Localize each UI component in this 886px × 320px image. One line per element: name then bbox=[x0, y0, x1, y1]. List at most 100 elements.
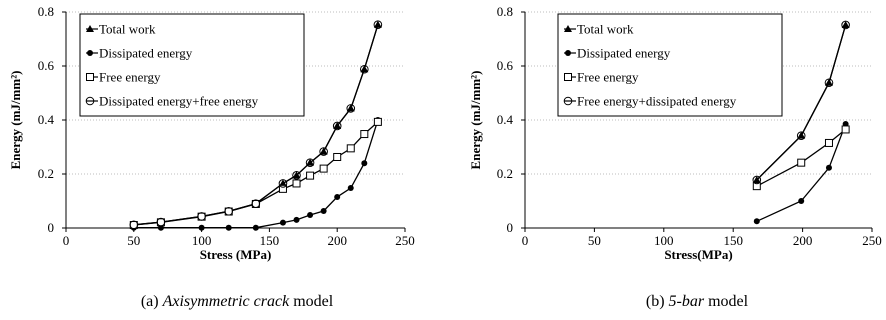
y-tick-label: 0.2 bbox=[497, 166, 513, 181]
data-point-series-4 bbox=[305, 158, 315, 167]
data-point-series-4 bbox=[360, 64, 369, 74]
data-point-series-4 bbox=[278, 179, 288, 188]
data-point-series-2 bbox=[753, 218, 760, 225]
y-tick-label: 0.8 bbox=[497, 4, 513, 19]
data-point-series-4 bbox=[796, 131, 806, 140]
chart-axisymmetric-crack: 0 50 100 150 200 250 0 0.2 0.4 0.6 0.8 Stress (MPa)… bbox=[8, 4, 415, 310]
data-point-series-3 bbox=[841, 125, 850, 134]
data-point-series-1 bbox=[333, 121, 342, 129]
data-point-series-3 bbox=[292, 179, 301, 188]
legend-entry-label: Dissipated energy bbox=[577, 46, 671, 61]
y-tick-label: 0.4 bbox=[497, 112, 514, 127]
data-point-series-3 bbox=[333, 152, 342, 161]
data-point-series-3 bbox=[824, 138, 833, 147]
legend-entry-label: Free energy+dissipated energy bbox=[577, 94, 737, 109]
legend-box bbox=[557, 13, 783, 117]
data-point-series-3 bbox=[360, 130, 369, 139]
x-tick-label: 200 bbox=[793, 233, 813, 248]
data-point-series-4 bbox=[197, 212, 206, 221]
y-tick-label: 0 bbox=[48, 220, 55, 235]
data-point-series-3 bbox=[752, 182, 761, 191]
caption-suffix: model bbox=[289, 293, 334, 310]
legend-box bbox=[79, 13, 305, 117]
series-line-4 bbox=[756, 24, 847, 181]
data-point-series-2 bbox=[198, 224, 205, 231]
y-tick-label: 0.4 bbox=[38, 112, 55, 127]
series-line-3 bbox=[133, 121, 379, 226]
caption-italic: 5-bar bbox=[669, 293, 705, 310]
data-point-series-1 bbox=[752, 175, 761, 183]
data-point-series-4 bbox=[346, 104, 356, 113]
data-point-series-2 bbox=[307, 212, 314, 219]
data-point-series-2 bbox=[225, 224, 232, 231]
y-tick-label: 0.8 bbox=[38, 4, 54, 19]
x-tick-label: 0 bbox=[63, 233, 70, 248]
legend-entry-label: Dissipated energy+free energy bbox=[99, 94, 259, 109]
data-point-series-2 bbox=[361, 160, 368, 167]
data-point-series-4 bbox=[373, 20, 383, 29]
data-point-series-4 bbox=[824, 78, 834, 88]
data-point-series-4 bbox=[224, 206, 234, 216]
data-point-series-1 bbox=[373, 20, 382, 28]
data-point-series-4 bbox=[156, 217, 166, 227]
data-point-series-4 bbox=[841, 20, 850, 30]
legend-marker bbox=[87, 50, 93, 56]
data-point-series-2 bbox=[798, 198, 805, 204]
x-axis-label: Stress(MPa) bbox=[664, 247, 732, 262]
data-point-series-3 bbox=[306, 171, 315, 180]
legend-entry-label: Free energy bbox=[577, 70, 639, 85]
y-axis-label: Energy (mJ/mm²) bbox=[468, 71, 483, 170]
x-tick-label: 150 bbox=[260, 233, 280, 248]
data-point-series-1 bbox=[278, 179, 287, 187]
caption-suffix: model bbox=[704, 293, 749, 310]
data-point-series-3 bbox=[278, 184, 287, 193]
legend-marker bbox=[563, 96, 573, 106]
x-tick-label: 250 bbox=[862, 233, 882, 248]
x-axis-label: Stress (MPa) bbox=[200, 247, 272, 262]
x-tick-label: 100 bbox=[192, 233, 212, 248]
x-tick-label: 150 bbox=[723, 233, 743, 248]
data-point-series-1 bbox=[319, 147, 328, 155]
data-point-series-1 bbox=[824, 78, 833, 86]
data-point-series-3 bbox=[319, 164, 328, 173]
legend-marker bbox=[564, 73, 572, 81]
x-tick-label: 250 bbox=[395, 233, 415, 248]
data-point-series-4 bbox=[752, 175, 762, 185]
legend-marker bbox=[564, 25, 572, 32]
y-tick-label: 0.6 bbox=[38, 58, 55, 73]
x-tick-label: 50 bbox=[127, 233, 140, 248]
legend-entry-label: Dissipated energy bbox=[99, 46, 193, 61]
data-point-series-1 bbox=[797, 131, 806, 139]
x-tick-label: 50 bbox=[588, 233, 601, 248]
series-line-2 bbox=[756, 123, 847, 222]
legend-entry-label: Total work bbox=[99, 22, 156, 37]
data-point-series-4 bbox=[292, 171, 301, 180]
legend-marker bbox=[86, 25, 94, 32]
chart-caption: (a) Axisymmetric crack model bbox=[141, 293, 334, 310]
data-point-series-2 bbox=[293, 216, 300, 223]
data-point-series-4 bbox=[251, 199, 261, 208]
caption-prefix: (b) bbox=[646, 293, 669, 310]
data-point-series-2 bbox=[279, 219, 286, 226]
chart-caption: (b) 5-bar model bbox=[646, 293, 749, 310]
data-point-series-1 bbox=[292, 171, 301, 179]
data-point-series-3 bbox=[373, 117, 382, 126]
chart-5-bar: 0 50 100 150 200 250 0 0.2 0.4 0.6 0.8 Stress(MPa) E… bbox=[468, 4, 882, 310]
data-point-series-2 bbox=[347, 185, 354, 192]
data-point-series-4 bbox=[319, 147, 328, 156]
y-tick-label: 0.2 bbox=[38, 166, 54, 181]
legend-marker bbox=[85, 96, 95, 106]
x-tick-label: 0 bbox=[522, 233, 529, 248]
data-point-series-2 bbox=[334, 193, 341, 200]
data-point-series-4 bbox=[129, 220, 139, 230]
x-tick-label: 100 bbox=[654, 233, 674, 248]
y-axis-label: Energy (mJ/mm²) bbox=[8, 71, 23, 170]
x-tick-label: 200 bbox=[327, 233, 347, 248]
data-point-series-3 bbox=[346, 144, 355, 153]
data-point-series-2 bbox=[825, 164, 832, 171]
data-point-series-1 bbox=[306, 158, 315, 166]
y-tick-label: 0.6 bbox=[497, 58, 514, 73]
legend-marker bbox=[565, 50, 571, 56]
data-point-series-1 bbox=[360, 65, 369, 73]
